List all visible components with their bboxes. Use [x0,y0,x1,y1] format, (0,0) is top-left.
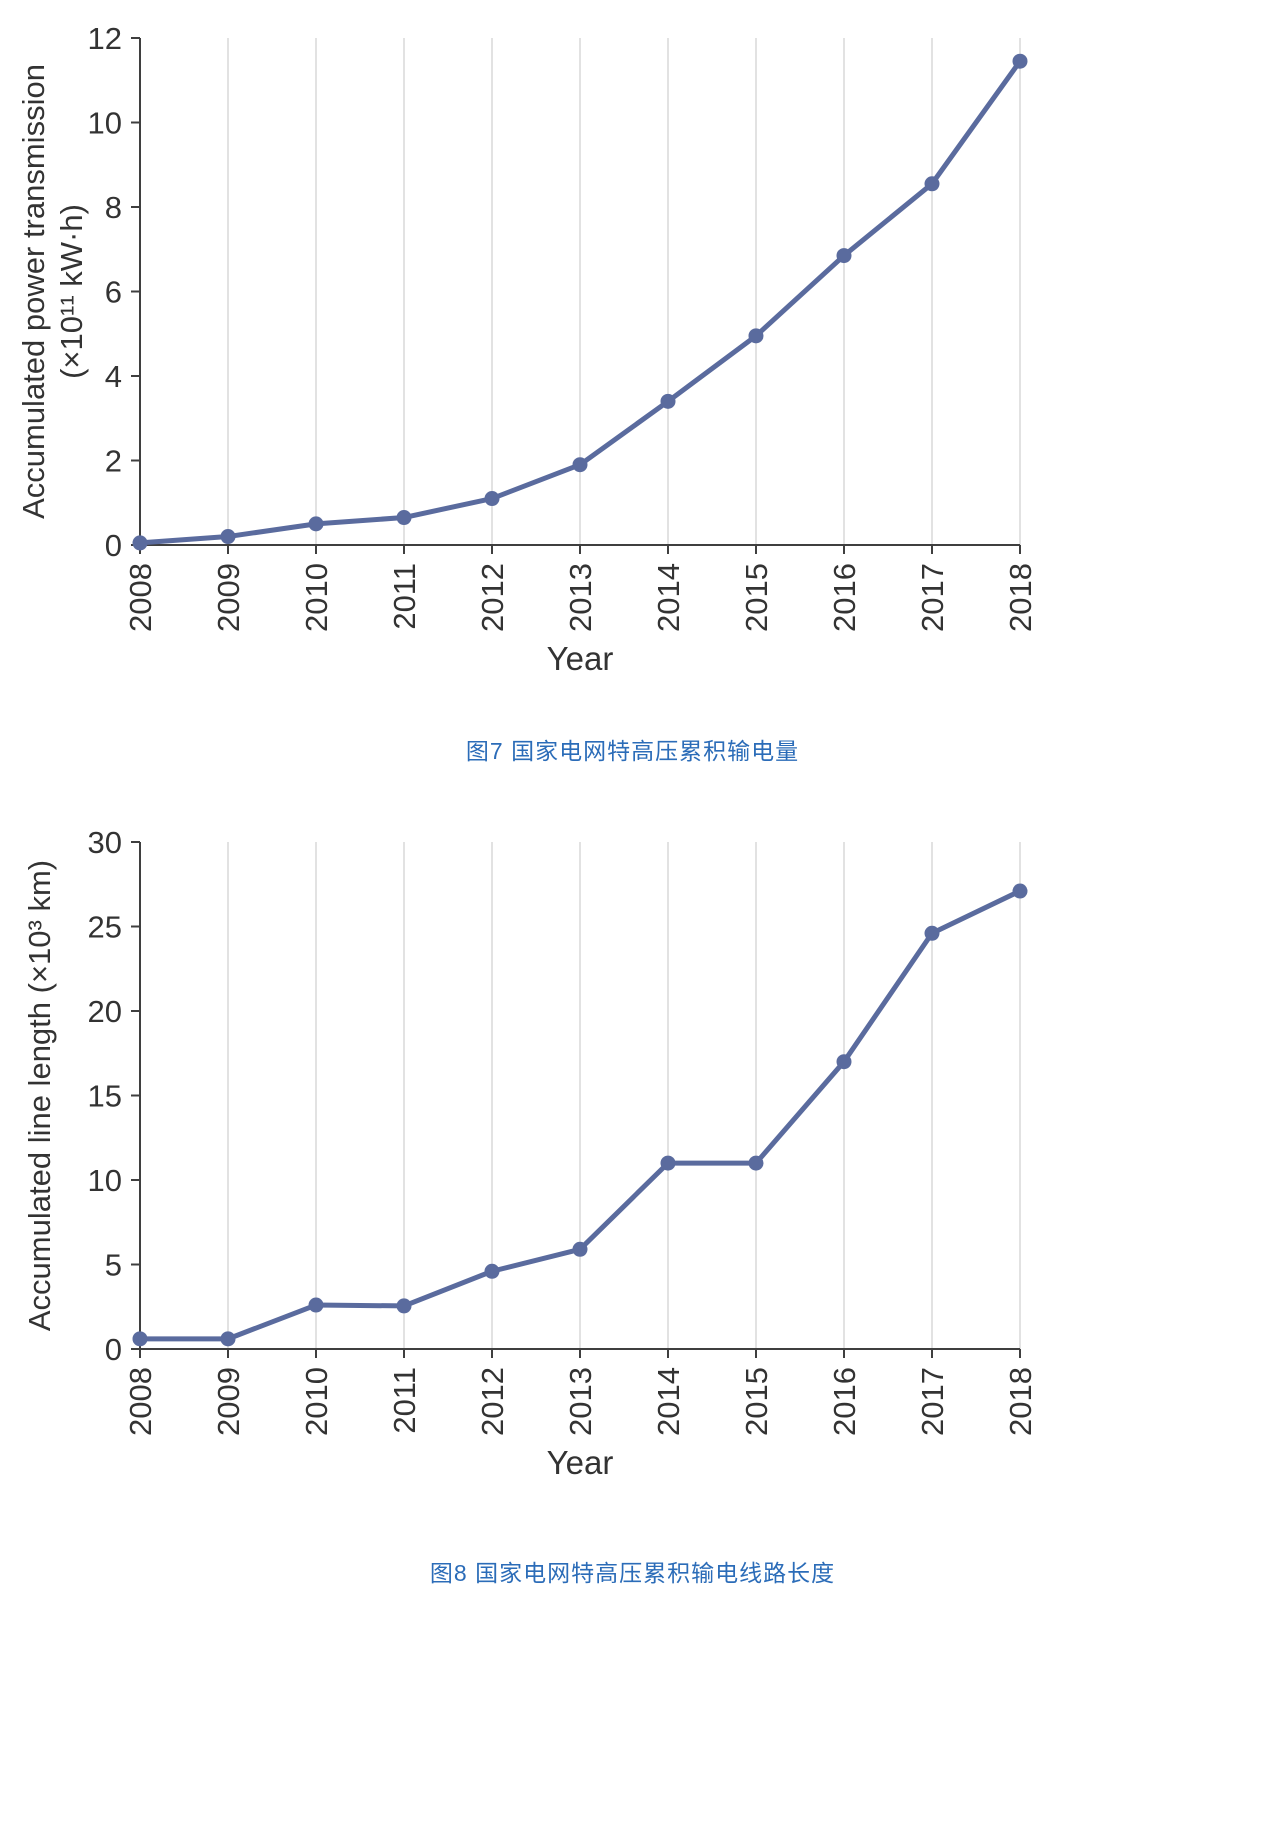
x-tick-label: 2012 [475,1367,510,1436]
x-axis-label: Year [547,640,614,677]
x-tick-label: 2014 [651,1367,686,1436]
y-tick-label: 0 [105,1332,122,1367]
data-point [220,529,236,545]
y-axis-label: Accumulated line length (×10³ km) [22,860,57,1331]
x-tick-label: 2009 [211,1367,246,1436]
data-point [308,516,324,532]
y-tick-label: 25 [88,910,122,945]
figure-7-caption: 图7 国家电网特高压累积输电量 [465,738,800,764]
y-tick-label: 4 [105,359,122,394]
x-tick-label: 2013 [563,563,598,632]
y-tick-label: 10 [88,1163,122,1198]
data-point [836,1054,852,1070]
y-axis-label: Accumulated power transmission [16,64,51,519]
data-point [572,1241,588,1257]
x-tick-label: 2011 [387,1367,422,1434]
y-tick-label: 10 [88,106,122,141]
y-tick-label: 30 [88,825,122,860]
y-tick-label: 12 [88,21,122,56]
x-tick-label: 2015 [739,1367,774,1436]
data-point [1012,53,1028,69]
data-point [396,510,412,526]
y-axis-label: (×10¹¹ kW·h) [54,204,89,379]
data-point [308,1297,324,1313]
x-tick-label: 2009 [211,563,246,632]
x-tick-label: 2017 [915,563,950,632]
x-tick-label: 2016 [827,563,862,632]
x-axis-label: Year [547,1444,614,1481]
x-tick-label: 2014 [651,563,686,632]
accumulated-power-transmission-chart: 0 2 4 6 8 10 12 2008 2009 2010 2011 2012 2013 2014 201… [16,21,1038,677]
figure-8: 0 5 10 15 20 25 30 2008 2009 2010 2011 2012 2013 2014… [0,812,1265,1588]
x-tick-label: 2008 [123,563,158,632]
y-tick-label: 20 [88,994,122,1029]
x-tick-label: 2018 [1003,1367,1038,1436]
data-point [836,248,852,264]
data-point [924,925,940,941]
data-point [748,1155,764,1171]
accumulated-line-length-chart: 0 5 10 15 20 25 30 2008 2009 2010 2011 2012 2013 2014… [22,825,1038,1481]
y-tick-label: 8 [105,190,122,225]
y-tick-label: 15 [88,1079,122,1114]
y-tick-label: 5 [105,1248,122,1283]
x-tick-label: 2018 [1003,563,1038,632]
figure-8-caption: 图8 国家电网特高压累积输电线路长度 [429,1560,836,1586]
x-tick-label: 2010 [299,1367,334,1436]
x-tick-label: 2008 [123,1367,158,1436]
x-tick-label: 2015 [739,563,774,632]
x-tick-label: 2013 [563,1367,598,1436]
data-point [660,393,676,409]
data-point [1012,883,1028,899]
y-tick-label: 6 [105,275,122,310]
data-point [572,457,588,473]
x-tick-label: 2011 [387,563,422,630]
x-tick-label: 2010 [299,563,334,632]
data-point [660,1155,676,1171]
data-point [132,535,148,551]
data-point [484,1263,500,1279]
data-point [396,1298,412,1314]
data-point [220,1331,236,1347]
x-tick-label: 2016 [827,1367,862,1436]
x-tick-label: 2017 [915,1367,950,1436]
figure-7: 0 2 4 6 8 10 12 2008 2009 2010 2011 2012 2013 2014 201… [0,0,1265,766]
data-point [132,1331,148,1347]
data-point [924,176,940,192]
x-tick-label: 2012 [475,563,510,632]
y-tick-label: 2 [105,444,122,479]
data-point [748,328,764,344]
data-point [484,491,500,507]
y-tick-label: 0 [105,528,122,563]
